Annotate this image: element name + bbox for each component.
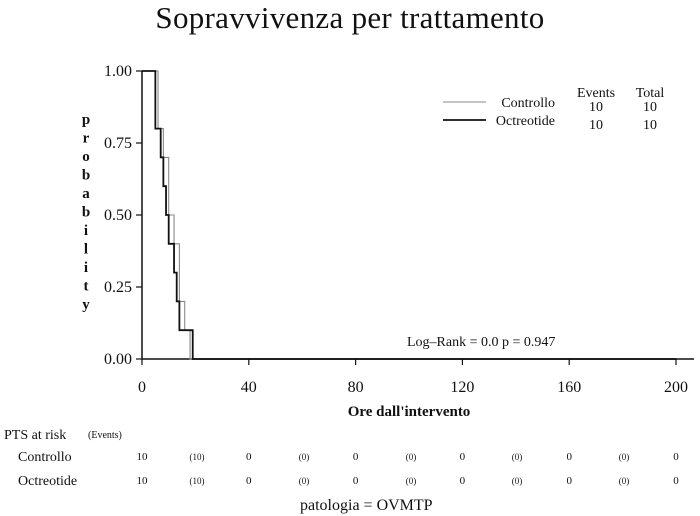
risk-at-risk-value: 0 <box>460 451 466 463</box>
y-axis-label-letter: o <box>82 149 90 165</box>
footer-note: patologia = OVMTP <box>300 497 433 514</box>
y-tick-label: 0.25 <box>104 279 132 296</box>
y-tick-label: 0.75 <box>104 135 132 152</box>
y-tick-label: 0.00 <box>104 351 132 368</box>
legend-events-value: 10 <box>589 118 603 133</box>
risk-events-value: (0) <box>619 452 630 462</box>
y-axis-label-letter: p <box>82 112 90 128</box>
risk-events-value: (0) <box>512 452 523 462</box>
x-tick-label: 160 <box>557 379 581 396</box>
risk-events-value: (10) <box>190 476 205 486</box>
y-axis-label-letter: i <box>84 223 88 239</box>
risk-at-risk-value: 10 <box>137 451 149 463</box>
risk-events-value: (0) <box>406 452 417 462</box>
logrank-annotation: Log–Rank = 0.0 p = 0.947 <box>407 335 555 350</box>
risk-at-risk-value: 0 <box>353 475 359 487</box>
legend-total-value: 10 <box>643 118 657 133</box>
risk-table: PTS at risk (Events) Controllo 10 0 0 0 0 0 (10) (… <box>4 428 679 489</box>
risk-events-value: (0) <box>406 476 417 486</box>
x-axis-label: Ore dall'intervento <box>348 404 471 420</box>
risk-at-risk-value: 0 <box>353 451 359 463</box>
y-axis-label-letter: r <box>83 131 90 147</box>
series-line-octreotide <box>142 70 676 360</box>
legend-label: Octreotide <box>496 114 555 129</box>
legend-total-value: 10 <box>643 100 657 115</box>
y-axis-label-letter: i <box>84 260 88 276</box>
legend-header-events: Events <box>577 86 615 101</box>
x-tick-label: 0 <box>138 379 146 396</box>
risk-at-risk-value: 0 <box>246 475 252 487</box>
axes: 0.00 0.25 0.50 0.75 1.00 0 40 80 120 160 200 Ore da… <box>104 63 694 420</box>
chart-title: Sopravvivenza per trattamento <box>155 0 545 35</box>
series-group <box>142 70 676 360</box>
risk-at-risk-value: 10 <box>137 475 149 487</box>
x-tick-label: 200 <box>664 379 688 396</box>
risk-table-title: PTS at risk <box>4 428 66 443</box>
legend: Events Total Controllo 10 10 Octreotide 10 10 <box>443 86 664 133</box>
risk-at-risk-value: 0 <box>673 475 679 487</box>
y-axis-label-letter: t <box>84 279 89 295</box>
x-tick-label: 120 <box>450 379 474 396</box>
risk-at-risk-value: 0 <box>673 451 679 463</box>
risk-at-risk-value: 0 <box>246 451 252 463</box>
y-axis-label-letter: l <box>84 242 88 258</box>
y-axis-label-letter: y <box>82 297 90 313</box>
x-tick-label: 40 <box>241 379 257 396</box>
y-axis-label-letter: b <box>82 168 90 184</box>
risk-table-events-note: (Events) <box>88 430 122 441</box>
y-tick-label: 1.00 <box>104 63 132 80</box>
risk-at-risk-value: 0 <box>566 475 572 487</box>
y-axis-label-letter: a <box>82 186 90 202</box>
risk-events-value: (0) <box>619 476 630 486</box>
risk-at-risk-value: 0 <box>566 451 572 463</box>
risk-events-value: (0) <box>299 476 310 486</box>
risk-events-value: (10) <box>190 452 205 462</box>
risk-row-label: Controllo <box>18 450 72 465</box>
x-tick-label: 80 <box>348 379 364 396</box>
risk-row-label: Octreotide <box>18 474 77 489</box>
risk-at-risk-value: 0 <box>460 475 466 487</box>
y-axis-label-letter: b <box>82 205 90 221</box>
legend-header-total: Total <box>636 86 665 101</box>
legend-events-value: 10 <box>589 100 603 115</box>
risk-events-value: (0) <box>299 452 310 462</box>
risk-events-value: (0) <box>512 476 523 486</box>
y-tick-label: 0.50 <box>104 207 132 224</box>
legend-label: Controllo <box>501 96 555 111</box>
